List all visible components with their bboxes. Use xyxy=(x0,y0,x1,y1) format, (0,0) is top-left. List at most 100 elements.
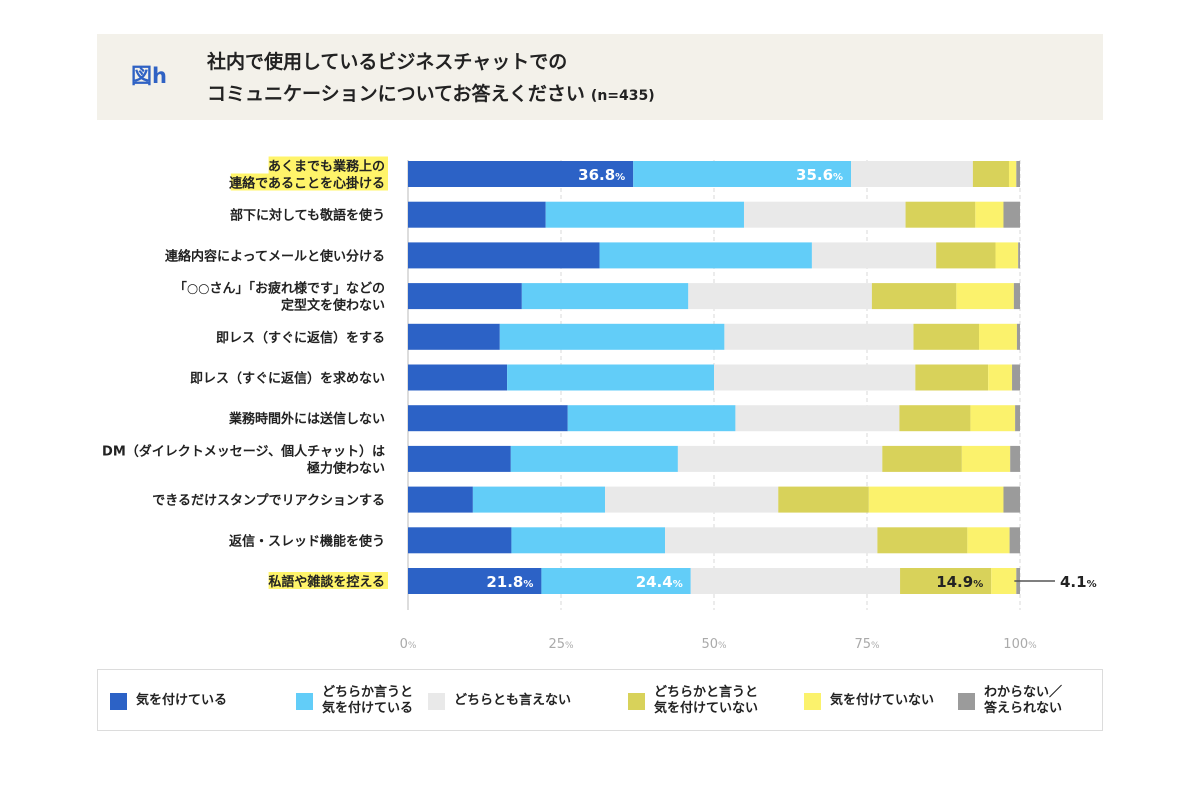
bar-segment xyxy=(1003,486,1020,513)
bar-segment xyxy=(677,445,883,472)
bar-segment xyxy=(871,283,957,310)
bar-segment xyxy=(995,242,1019,269)
data-label: 36.8% xyxy=(578,166,625,184)
bar-segment xyxy=(970,405,1016,432)
bar-segment xyxy=(978,323,1017,350)
bar-segment xyxy=(1013,283,1020,310)
legend-item: どちらかと言うと 気を付けていない xyxy=(628,670,758,732)
bar-segment xyxy=(499,323,725,350)
data-label: 24.4% xyxy=(636,573,683,591)
bar-segment xyxy=(915,364,989,391)
x-tick-label: 0% xyxy=(400,637,417,652)
legend-label: 気を付けている xyxy=(136,693,228,708)
category-label: DM（ダイレクトメッセージ、個人チャット）は xyxy=(102,443,385,459)
sample-size: (n=435) xyxy=(590,88,655,104)
bar-segment xyxy=(967,527,1010,554)
category-label: 返信・スレッド機能を使う xyxy=(229,533,385,549)
bar-segment xyxy=(961,445,1011,472)
data-label: 21.8% xyxy=(486,573,533,591)
legend-item: 気を付けている xyxy=(110,670,227,732)
category-label: 業務時間外には送信しない xyxy=(228,411,385,427)
bar-segment xyxy=(1009,527,1020,554)
bar-segment xyxy=(511,527,666,554)
data-label: 4.1% xyxy=(1060,573,1097,591)
figure-label: 図h xyxy=(131,64,167,88)
bar-segment xyxy=(714,364,916,391)
bar-segment xyxy=(408,201,546,228)
bar-segment xyxy=(605,486,779,513)
category-label: できるだけスタンプでリアクションする xyxy=(152,494,385,509)
chart-title-line-2-text: コミュニケーションについてお答えください xyxy=(207,83,585,105)
bar-segment xyxy=(778,486,869,513)
bar-segment xyxy=(408,405,568,432)
category-label: 即レス（すぐに返信）をする xyxy=(216,330,385,346)
category-label: 即レス（すぐに返信）を求めない xyxy=(190,371,385,387)
bar-segment xyxy=(811,242,937,269)
bar-segment xyxy=(408,568,542,594)
bar-segment xyxy=(743,201,906,228)
bar-segment xyxy=(975,201,1004,228)
bar-segment xyxy=(724,323,914,350)
bar-segment xyxy=(665,527,878,554)
bar-segment xyxy=(408,486,473,513)
category-label: 私語や雑談を控える xyxy=(268,574,385,590)
category-label: 「○○さん」「お疲れ様です」などの xyxy=(174,281,385,297)
bar-segment xyxy=(900,568,992,594)
legend-swatch xyxy=(628,692,645,710)
data-label: 14.9% xyxy=(936,573,983,591)
category-highlight xyxy=(268,156,388,174)
x-tick-label: 25% xyxy=(548,637,574,652)
category-label: 定型文を使わない xyxy=(280,298,385,314)
bar-segment xyxy=(545,201,744,228)
bar-segment xyxy=(851,161,973,187)
bar-segment xyxy=(913,323,979,350)
bar-segment xyxy=(541,568,691,594)
chart-title-line-2: コミュニケーションについてお答えください (n=435) xyxy=(207,79,655,106)
bar-segment xyxy=(507,364,714,391)
bar-segment xyxy=(408,323,500,350)
bar-segment xyxy=(1015,405,1020,432)
data-label: 35.6% xyxy=(796,166,843,184)
x-tick-label: 100% xyxy=(1003,637,1037,652)
bar-segment xyxy=(972,161,1009,187)
bar-segment xyxy=(688,283,872,310)
category-label: 極力使わない xyxy=(306,460,385,476)
bar-segment xyxy=(956,283,1014,310)
bar-segment xyxy=(988,364,1013,391)
bar-segment xyxy=(735,405,900,432)
bar-segment xyxy=(868,486,1004,513)
category-highlight xyxy=(268,572,388,589)
bar-segment xyxy=(510,445,678,472)
legend-label: 気を付けていない xyxy=(830,693,935,708)
chart-title-line-1: 社内で使用しているビジネスチャットでの xyxy=(207,51,568,73)
bar-segment xyxy=(599,242,812,269)
bar-segment xyxy=(408,283,522,310)
legend-swatch xyxy=(428,692,445,710)
category-label: 部下に対しても敬語を使う xyxy=(230,208,385,224)
bar-segment xyxy=(472,486,606,513)
x-tick-label: 75% xyxy=(854,637,880,652)
bar-segment xyxy=(1008,161,1017,187)
category-highlight xyxy=(230,173,388,191)
legend-swatch xyxy=(110,692,127,710)
legend-item: どちらか言うと 気を付けている xyxy=(296,670,413,732)
bar-segment xyxy=(905,201,976,228)
chart-legend: 気を付けている どちらか言うと 気を付けている どちらとも言えない どちらかと言うと … xyxy=(97,669,1103,731)
bar-segment xyxy=(690,568,901,594)
legend-swatch xyxy=(804,692,821,710)
bar-segment xyxy=(882,445,962,472)
bar-segment xyxy=(408,242,600,269)
legend-label: わからない／ 答えられない xyxy=(984,685,1063,716)
legend-item: どちらとも言えない xyxy=(428,670,571,732)
legend-item: わからない／ 答えられない xyxy=(958,670,1062,732)
category-label: 連絡内容によってメールと使い分ける xyxy=(165,248,385,264)
legend-item: 気を付けていない xyxy=(804,670,934,732)
bar-segment xyxy=(1016,323,1020,350)
legend-label: どちらかと言うと 気を付けていない xyxy=(654,685,759,716)
bar-segment xyxy=(877,527,968,554)
chart-header: 図h 社内で使用しているビジネスチャットでの コミュニケーションについてお答えく… xyxy=(97,34,1103,120)
legend-label: どちらか言うと 気を付けている xyxy=(322,685,414,716)
bar-segment xyxy=(1016,161,1020,187)
x-tick-label: 50% xyxy=(701,637,727,652)
